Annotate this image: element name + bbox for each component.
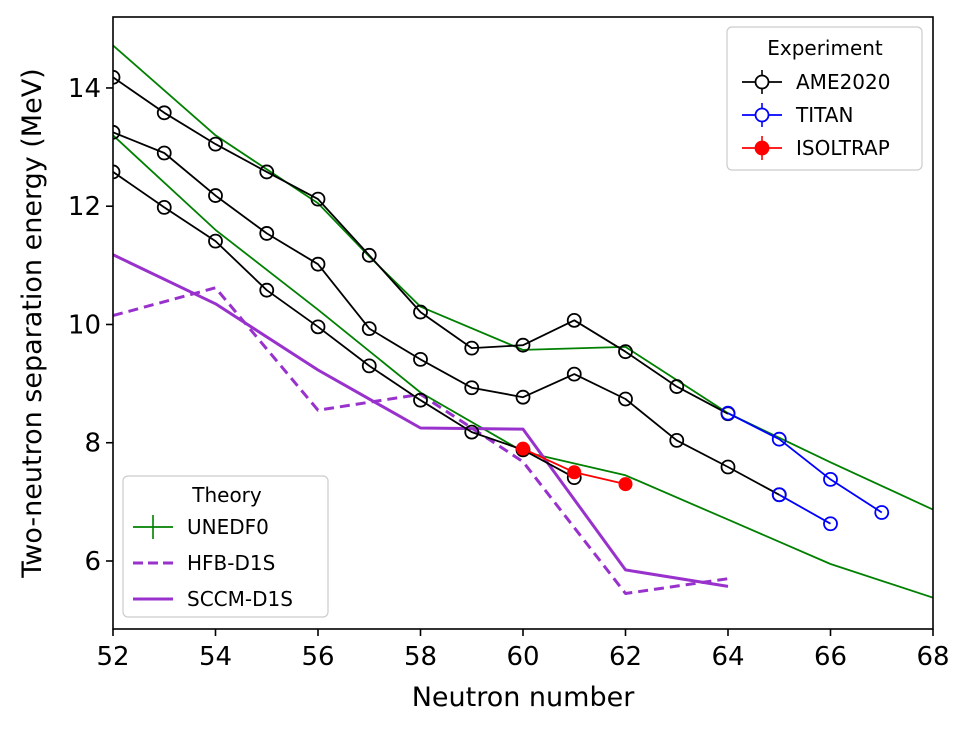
legend-label-titan: TITAN <box>795 103 853 127</box>
series-line-titan-b <box>778 494 831 525</box>
data-point-ame2020-a <box>413 304 428 320</box>
x-tick-label: 58 <box>404 642 437 672</box>
data-point-ame2020-b <box>464 380 480 396</box>
series-layer <box>113 44 933 599</box>
data-point-ame2020-a <box>361 247 377 263</box>
y-tick-label: 12 <box>68 192 101 222</box>
legend-marker-isoltrap <box>754 140 770 156</box>
data-point-isoltrap <box>567 465 582 480</box>
data-point-ame2020-c <box>156 199 172 215</box>
x-tick-label: 62 <box>609 642 642 672</box>
data-point-ame2020-b <box>113 124 121 140</box>
data-point-titan-b <box>823 516 838 532</box>
data-point-ame2020-a <box>113 69 121 85</box>
data-point-ame2020-a <box>259 164 275 180</box>
x-tick-label: 66 <box>814 642 847 672</box>
data-point-ame2020-a <box>669 379 685 394</box>
legend-theory-title: Theory <box>191 483 262 507</box>
data-point-ame2020-c <box>259 282 275 298</box>
y-tick-label: 6 <box>84 547 101 577</box>
data-point-titan-a <box>720 405 736 421</box>
data-point-isoltrap <box>618 477 633 492</box>
x-tick-label: 52 <box>96 642 129 672</box>
data-point-ame2020-b <box>720 459 736 475</box>
data-point-titan-b <box>771 487 787 503</box>
legend-theory-box <box>122 475 329 618</box>
y-tick-label: 14 <box>68 74 101 104</box>
data-point-ame2020-b <box>566 366 582 382</box>
series-line-ame2020-b <box>113 131 780 496</box>
y-tick-label: 10 <box>68 310 101 340</box>
legend-experiment-title: Experiment <box>767 36 883 60</box>
legend-label-sccm-d1s: SCCM-D1S <box>187 587 293 611</box>
data-point-titan-a <box>771 431 787 447</box>
data-point-ame2020-b <box>156 145 172 161</box>
data-point-ame2020-a <box>618 344 633 360</box>
x-tick-label: 54 <box>199 642 232 672</box>
x-axis-label: Neutron number <box>412 682 636 713</box>
legend-label-unedf0: UNEDF0 <box>187 515 269 539</box>
data-point-ame2020-b <box>413 351 428 367</box>
legend-experiment: Experiment AME2020 TITAN ISOLTRAP <box>726 26 923 171</box>
x-tick-label: 60 <box>506 642 539 672</box>
data-point-ame2020-a <box>566 312 582 328</box>
data-point-ame2020-b <box>361 321 377 337</box>
y-tick-label: 8 <box>84 429 101 459</box>
y-axis-label: Two-neutron separation energy (MeV) <box>17 68 48 578</box>
series-line-sccm-d1s <box>113 253 729 588</box>
data-point-ame2020-a <box>464 340 480 356</box>
series-line-ame2020-c <box>113 171 575 479</box>
data-point-ame2020-b <box>310 256 326 272</box>
data-point-ame2020-b <box>618 391 633 407</box>
data-point-ame2020-b <box>208 188 223 203</box>
series-line-titan-a <box>727 412 883 514</box>
series-line-ame2020-a <box>113 76 729 415</box>
data-point-titan-a <box>874 505 890 520</box>
legend-label-ame2020: AME2020 <box>796 70 890 94</box>
x-tick-label: 64 <box>711 642 744 672</box>
data-point-ame2020-a <box>156 105 172 121</box>
data-point-ame2020-a <box>515 337 531 353</box>
data-point-ame2020-c <box>113 164 121 180</box>
data-point-ame2020-c <box>361 358 377 374</box>
legend-experiment-box <box>726 26 923 171</box>
legend-marker-ame2020 <box>754 74 770 90</box>
data-point-ame2020-b <box>515 389 531 405</box>
data-point-isoltrap <box>516 441 530 456</box>
data-point-ame2020-c <box>208 233 223 249</box>
legend-theory: Theory UNEDF0 HFB-D1S SCCM-D1S <box>122 475 329 618</box>
legend-label-isoltrap: ISOLTRAP <box>796 136 890 160</box>
data-point-ame2020-a <box>208 136 223 152</box>
series-line-unedf0-a <box>113 44 933 511</box>
data-point-ame2020-b <box>669 432 685 448</box>
data-point-ame2020-c <box>310 319 326 335</box>
legend-label-hfb-d1s: HFB-D1S <box>187 551 275 575</box>
data-point-ame2020-b <box>259 226 275 241</box>
data-point-titan-a <box>823 471 838 487</box>
x-tick-label: 68 <box>916 642 949 672</box>
data-point-ame2020-a <box>310 191 326 207</box>
legend-marker-titan <box>754 107 770 123</box>
data-point-ame2020-c <box>413 392 428 408</box>
data-point-ame2020-c <box>464 424 480 440</box>
x-tick-label: 56 <box>301 642 334 672</box>
